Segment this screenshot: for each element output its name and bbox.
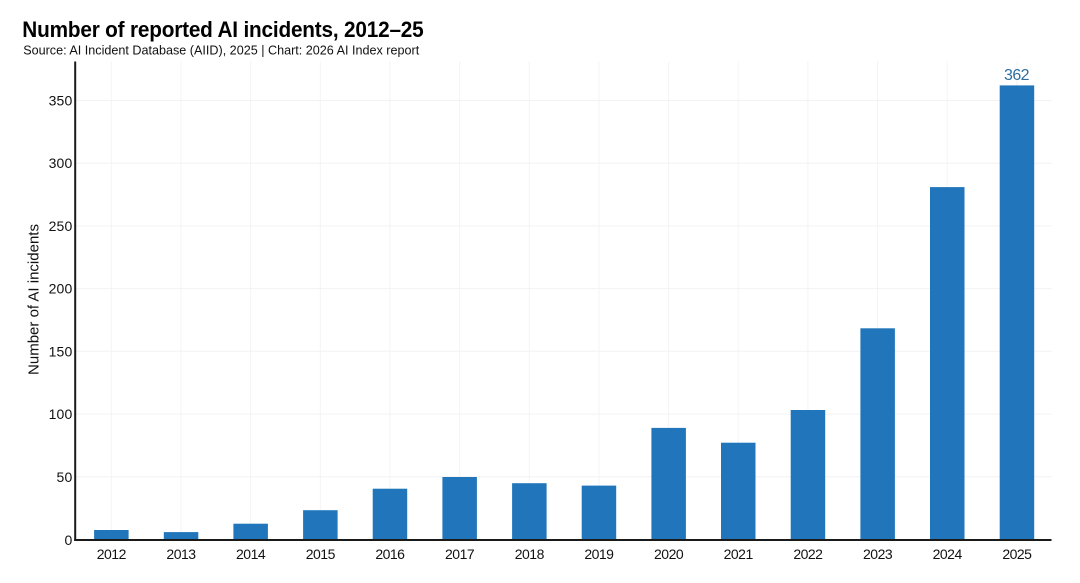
svg-text:2025: 2025 xyxy=(1002,546,1032,562)
svg-text:50: 50 xyxy=(57,469,73,485)
svg-text:350: 350 xyxy=(49,93,73,109)
svg-text:200: 200 xyxy=(49,281,73,297)
svg-text:300: 300 xyxy=(49,155,73,171)
svg-text:Number of reported AI incident: Number of reported AI incidents, 2012–25 xyxy=(22,17,423,42)
svg-text:2021: 2021 xyxy=(724,546,754,562)
svg-text:Source: AI Incident Database (: Source: AI Incident Database (AIID), 202… xyxy=(23,44,420,58)
svg-text:362: 362 xyxy=(1004,67,1030,84)
svg-text:2020: 2020 xyxy=(654,546,684,562)
svg-text:100: 100 xyxy=(49,406,73,422)
svg-text:Number of AI incidents: Number of AI incidents xyxy=(26,224,43,375)
svg-text:150: 150 xyxy=(49,343,73,359)
svg-text:2017: 2017 xyxy=(445,546,475,562)
svg-text:2015: 2015 xyxy=(306,546,336,562)
svg-text:2012: 2012 xyxy=(97,546,127,562)
svg-text:2022: 2022 xyxy=(793,546,823,562)
svg-text:2023: 2023 xyxy=(863,546,893,562)
svg-text:0: 0 xyxy=(64,532,72,548)
svg-text:2019: 2019 xyxy=(584,546,614,562)
svg-text:2018: 2018 xyxy=(515,546,545,562)
svg-text:2013: 2013 xyxy=(166,546,196,562)
svg-text:2014: 2014 xyxy=(236,546,266,562)
svg-text:2016: 2016 xyxy=(375,546,405,562)
svg-text:250: 250 xyxy=(49,218,73,234)
svg-text:2024: 2024 xyxy=(933,546,963,562)
